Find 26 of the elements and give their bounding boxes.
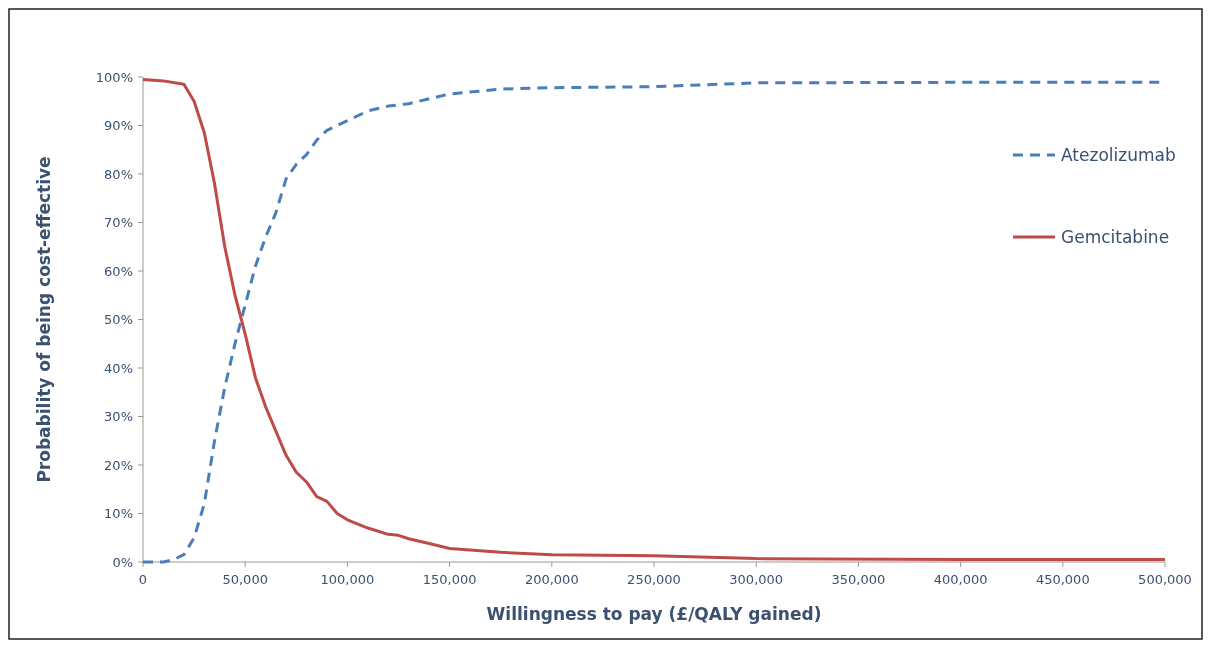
x-axis-title: Willingness to pay (£/QALY gained) — [486, 604, 822, 624]
legend-label: Atezolizumab — [1061, 144, 1176, 165]
y-tick-label: 60% — [104, 263, 133, 279]
legend-label: Gemcitabine — [1061, 226, 1170, 247]
y-tick-label: 100% — [95, 69, 133, 85]
x-tick-label: 150,000 — [422, 572, 477, 587]
x-tick-label: 100,000 — [320, 572, 375, 587]
x-tick-label: 200,000 — [524, 572, 579, 587]
y-tick-label: 0% — [112, 554, 133, 570]
y-tick-label: 40% — [104, 360, 133, 376]
y-tick-label: 90% — [104, 118, 133, 134]
y-tick-label: 20% — [104, 457, 133, 473]
x-tick-label: 300,000 — [729, 572, 784, 587]
x-tick-label: 500,000 — [1138, 572, 1192, 587]
y-tick-label: 70% — [104, 215, 133, 231]
x-tick-label: 400,000 — [933, 572, 988, 587]
x-tick-label: 450,000 — [1035, 572, 1090, 587]
y-tick-label: 10% — [104, 506, 133, 522]
x-tick-label: 250,000 — [627, 572, 681, 587]
y-tick-label: 50% — [104, 312, 133, 328]
x-tick-label: 0 — [138, 572, 148, 587]
y-tick-label: 30% — [104, 409, 133, 425]
y-tick-label: 80% — [104, 166, 133, 182]
y-axis-title: Probability of being cost-effective — [34, 156, 54, 483]
x-tick-label: 50,000 — [222, 572, 268, 587]
x-tick-label: 350,000 — [831, 572, 886, 587]
